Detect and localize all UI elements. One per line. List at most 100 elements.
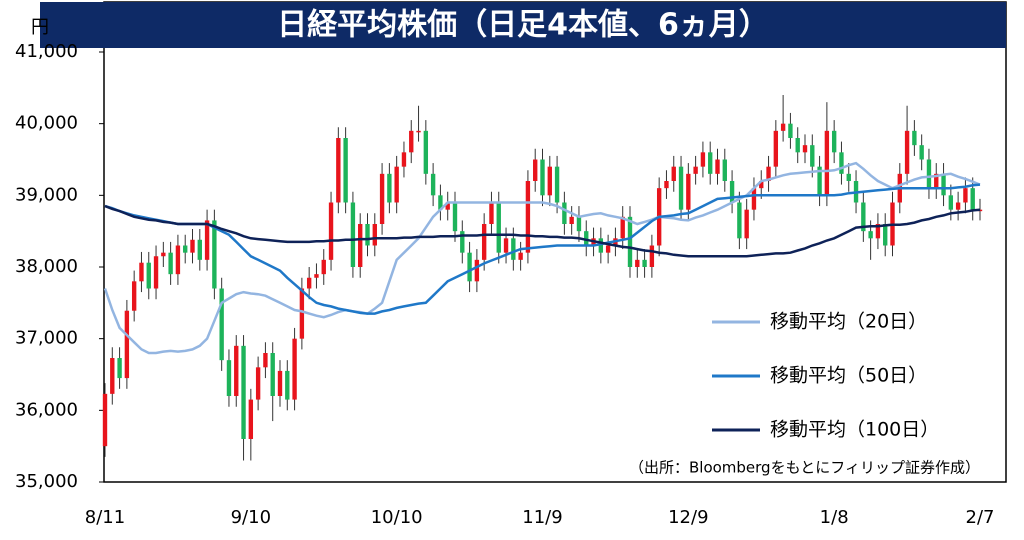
legend-label: 移動平均（50日） bbox=[770, 365, 927, 387]
legend-label: 移動平均（100日） bbox=[770, 419, 939, 441]
candle-body bbox=[321, 259, 326, 275]
candle-body bbox=[241, 345, 246, 439]
candle-body bbox=[649, 245, 655, 267]
candle-body bbox=[336, 138, 341, 203]
candle-body bbox=[868, 231, 873, 239]
candle-body bbox=[306, 277, 312, 289]
candle-body bbox=[124, 310, 130, 379]
candle-body bbox=[926, 159, 932, 189]
x-tick-label: 11/9 bbox=[522, 507, 562, 528]
candle-body bbox=[285, 370, 290, 400]
y-tick-label: 37,000 bbox=[15, 328, 78, 349]
candle-body bbox=[737, 202, 742, 239]
candle-body bbox=[846, 173, 851, 181]
candle-body bbox=[438, 195, 443, 210]
candle-body bbox=[139, 262, 144, 282]
candle-body bbox=[394, 166, 399, 203]
candle-body bbox=[372, 224, 377, 246]
candle-body bbox=[562, 202, 567, 224]
moving-average-line bbox=[104, 183, 981, 315]
y-axis-unit: 円 bbox=[31, 17, 49, 38]
candle-body bbox=[496, 202, 501, 253]
candle-body bbox=[234, 345, 239, 396]
candle-body bbox=[751, 188, 757, 210]
candle-body bbox=[766, 166, 771, 181]
candle-body bbox=[620, 216, 625, 239]
candle-body bbox=[554, 166, 560, 203]
candle-body bbox=[715, 159, 720, 174]
candle-body bbox=[102, 393, 108, 447]
x-tick-label: 2/7 bbox=[966, 507, 995, 528]
candle-body bbox=[481, 224, 487, 260]
candle-body bbox=[883, 224, 888, 246]
candle-body bbox=[955, 202, 961, 210]
candle-body bbox=[912, 130, 917, 146]
x-tick-label: 1/8 bbox=[820, 507, 849, 528]
candle-body bbox=[423, 130, 429, 174]
candle-body bbox=[963, 188, 968, 203]
candle-body bbox=[861, 202, 866, 232]
candle-body bbox=[795, 138, 800, 153]
moving-average-line bbox=[103, 161, 981, 355]
y-tick-label: 38,000 bbox=[15, 256, 78, 277]
candle-body bbox=[197, 239, 202, 260]
candle-body bbox=[948, 195, 954, 210]
candle-body bbox=[511, 238, 516, 260]
candle-body bbox=[452, 202, 458, 232]
moving-average-line bbox=[104, 204, 981, 258]
candle-body bbox=[168, 252, 173, 275]
candle-body bbox=[467, 252, 472, 282]
candle-body bbox=[802, 145, 808, 153]
candle-body bbox=[277, 370, 283, 396]
candle-body bbox=[204, 220, 210, 260]
candle-body bbox=[584, 231, 589, 246]
candle-body bbox=[678, 166, 684, 210]
candle-body bbox=[635, 259, 640, 267]
candle-body bbox=[686, 173, 691, 210]
x-tick-label: 10/10 bbox=[371, 507, 423, 528]
candle-body bbox=[270, 353, 275, 396]
candle-body bbox=[474, 259, 480, 282]
candle-body bbox=[153, 256, 159, 289]
candle-body bbox=[759, 181, 764, 189]
candle-body bbox=[693, 166, 698, 174]
candle-body bbox=[416, 130, 421, 133]
candle-body bbox=[379, 173, 385, 224]
candle-body bbox=[780, 123, 786, 131]
candle-body bbox=[941, 173, 946, 196]
candle-body bbox=[605, 245, 611, 253]
candle-body bbox=[831, 130, 837, 153]
candle-body bbox=[358, 224, 363, 267]
candle-body bbox=[175, 245, 181, 275]
candle-body bbox=[161, 252, 166, 257]
candle-body bbox=[131, 281, 137, 311]
y-tick-label: 40,000 bbox=[15, 113, 78, 134]
candle-body bbox=[904, 130, 910, 174]
candle-body bbox=[824, 130, 830, 196]
candle-body bbox=[729, 181, 735, 203]
x-tick-label: 12/9 bbox=[668, 507, 708, 528]
candle-body bbox=[642, 259, 647, 267]
candle-body bbox=[226, 360, 232, 396]
candle-body bbox=[409, 130, 414, 153]
candle-body bbox=[299, 288, 305, 339]
candle-body bbox=[708, 152, 713, 174]
candle-body bbox=[525, 181, 531, 253]
candle-body bbox=[212, 220, 217, 289]
candle-body bbox=[146, 262, 151, 289]
candle-body bbox=[445, 202, 450, 210]
x-tick-label: 9/10 bbox=[231, 507, 271, 528]
candle-body bbox=[430, 173, 436, 196]
candle-body bbox=[110, 358, 115, 394]
candle-body bbox=[255, 367, 261, 400]
candle-body bbox=[664, 181, 669, 189]
source-note: （出所：Bloombergをもとにフィリップ証券作成） bbox=[629, 459, 980, 477]
candle-body bbox=[387, 173, 392, 203]
candle-body bbox=[569, 216, 574, 224]
candle-body bbox=[919, 145, 924, 160]
candle-body bbox=[934, 173, 939, 189]
candle-body bbox=[875, 224, 881, 239]
candle-body bbox=[503, 238, 509, 253]
